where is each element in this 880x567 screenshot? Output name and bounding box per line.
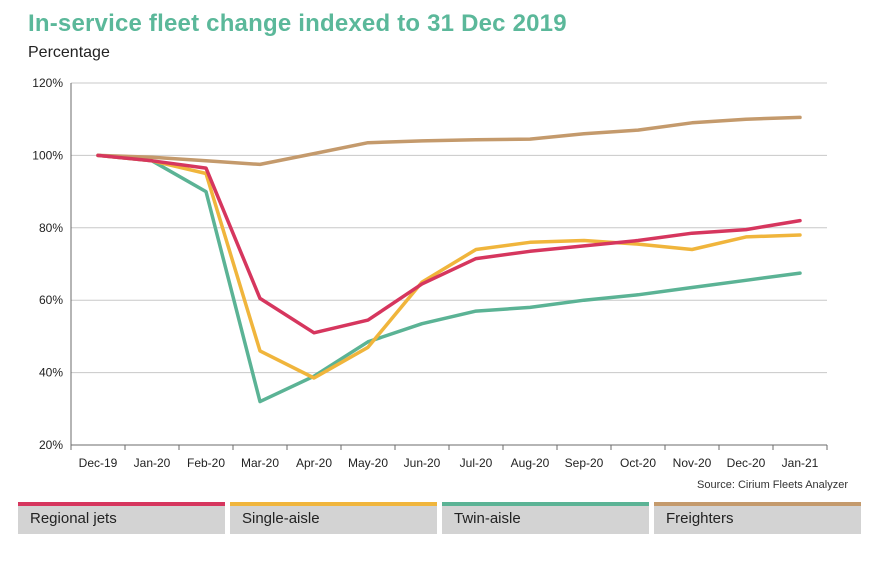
legend-swatch-freighters <box>654 502 861 506</box>
series-line-regional-jets <box>96 153 802 335</box>
source-note: Source: Cirium Fleets Analyzer <box>697 479 848 491</box>
legend-item-twin-aisle: Twin-aisle <box>442 502 649 534</box>
legend-item-regional-jets: Regional jets <box>18 502 225 534</box>
x-tick-label: May-20 <box>348 456 388 470</box>
chart-title: In-service fleet change indexed to 31 De… <box>28 10 567 37</box>
x-tick-label: Dec-20 <box>727 456 766 470</box>
y-axis-label: Percentage <box>28 44 110 61</box>
y-tick-label: 100% <box>32 148 63 162</box>
x-tick-label: Jan-20 <box>134 456 171 470</box>
legend-label-twin-aisle: Twin-aisle <box>454 510 521 527</box>
x-tick-label: Dec-19 <box>79 456 118 470</box>
legend-swatch-single-aisle <box>230 502 437 506</box>
y-tick-label: 40% <box>39 366 63 380</box>
x-tick-label: Jun-20 <box>404 456 441 470</box>
x-tick-label: Mar-20 <box>241 456 279 470</box>
legend-item-freighters: Freighters <box>654 502 861 534</box>
x-tick-label: Nov-20 <box>673 456 712 470</box>
x-tick-label: Aug-20 <box>511 456 550 470</box>
y-tick-label: 120% <box>32 76 63 90</box>
legend-swatch-regional-jets <box>18 502 225 506</box>
legend-item-single-aisle: Single-aisle <box>230 502 437 534</box>
legend-label-single-aisle: Single-aisle <box>242 510 320 527</box>
legend-swatch-twin-aisle <box>442 502 649 506</box>
x-tick-label: Oct-20 <box>620 456 656 470</box>
y-tick-label: 80% <box>39 221 63 235</box>
legend-label-freighters: Freighters <box>666 510 734 527</box>
series-line-twin-aisle <box>96 153 802 404</box>
x-tick-label: Sep-20 <box>565 456 604 470</box>
series-line-freighters <box>96 115 802 167</box>
x-tick-label: Jan-21 <box>782 456 819 470</box>
y-tick-label: 60% <box>39 293 63 307</box>
x-tick-label: Apr-20 <box>296 456 332 470</box>
y-tick-label: 20% <box>39 438 63 452</box>
x-tick-label: Jul-20 <box>460 456 493 470</box>
x-tick-label: Feb-20 <box>187 456 225 470</box>
series-line-single-aisle <box>96 153 802 380</box>
legend-label-regional-jets: Regional jets <box>30 510 117 527</box>
legend: Regional jets Single-aisle Twin-aisle Fr… <box>0 502 880 534</box>
